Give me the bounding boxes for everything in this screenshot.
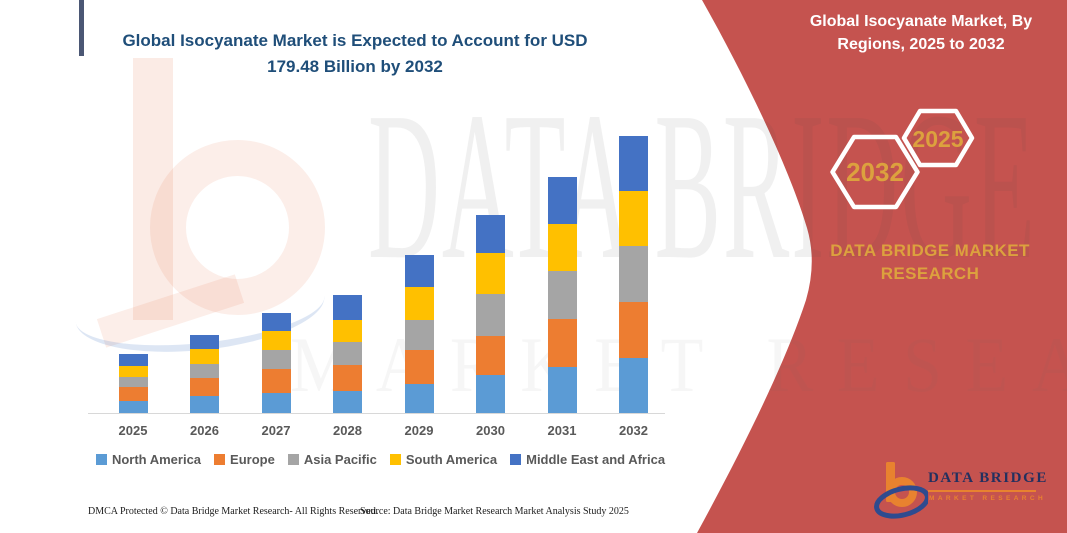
legend-label: Middle East and Africa [526, 452, 666, 467]
x-axis-line [88, 413, 665, 414]
legend-swatch [214, 454, 226, 465]
legend-label: South America [405, 452, 498, 467]
legend-item-europe: Europe [214, 452, 275, 467]
dbmr-logo-icon [874, 462, 928, 519]
badge-year-2032: 2032 [846, 157, 904, 187]
dbmr-logo-rule [928, 490, 1036, 492]
chart-legend: North America Europe Asia Pacific South Ame… [88, 452, 673, 467]
brand-subtext-watermark: MARKET RESEARCH [290, 321, 1067, 408]
legend-swatch [287, 454, 299, 465]
chart-title: Global Isocyanate Market is Expected to … [122, 31, 588, 77]
footer-dmca-text: DMCA Protected © Data Bridge Market Rese… [88, 506, 379, 517]
legend-swatch [95, 454, 107, 465]
legend-item-middle-east-and-africa: Middle East and Africa [510, 452, 665, 467]
dbmr-logo: DATA BRIDGE MARKET RESEARCH [872, 450, 1052, 528]
legend-swatch [510, 454, 522, 465]
dbmr-logo-subtitle: MARKET RESEARCH [929, 495, 1047, 502]
panel-title: Global Isocyanate Market, By Regions, 20… [809, 13, 1033, 54]
year-badges: 2032 2025 [830, 108, 975, 210]
left-edge-fragment [79, 0, 84, 56]
legend-label: Asia Pacific [303, 452, 377, 467]
hexagon-2032-outline [830, 134, 920, 210]
legend-item-south-america: South America [389, 452, 498, 467]
badge-year-2025: 2025 [912, 126, 963, 152]
brand-name-text: DATA BRIDGE MARKET RESEARCH [830, 241, 1030, 283]
legend-item-north-america: North America [95, 452, 202, 467]
footer-source-text: Source: Data Bridge Market Research Mark… [360, 506, 629, 517]
legend-item-asia-pacific: Asia Pacific [287, 452, 377, 467]
legend-label: Europe [230, 452, 275, 467]
legend-label: North America [111, 452, 202, 467]
dbmr-logo-title: DATA BRIDGE [928, 470, 1048, 486]
legend-swatch [389, 454, 401, 465]
hexagon-2025-outline [901, 108, 975, 168]
